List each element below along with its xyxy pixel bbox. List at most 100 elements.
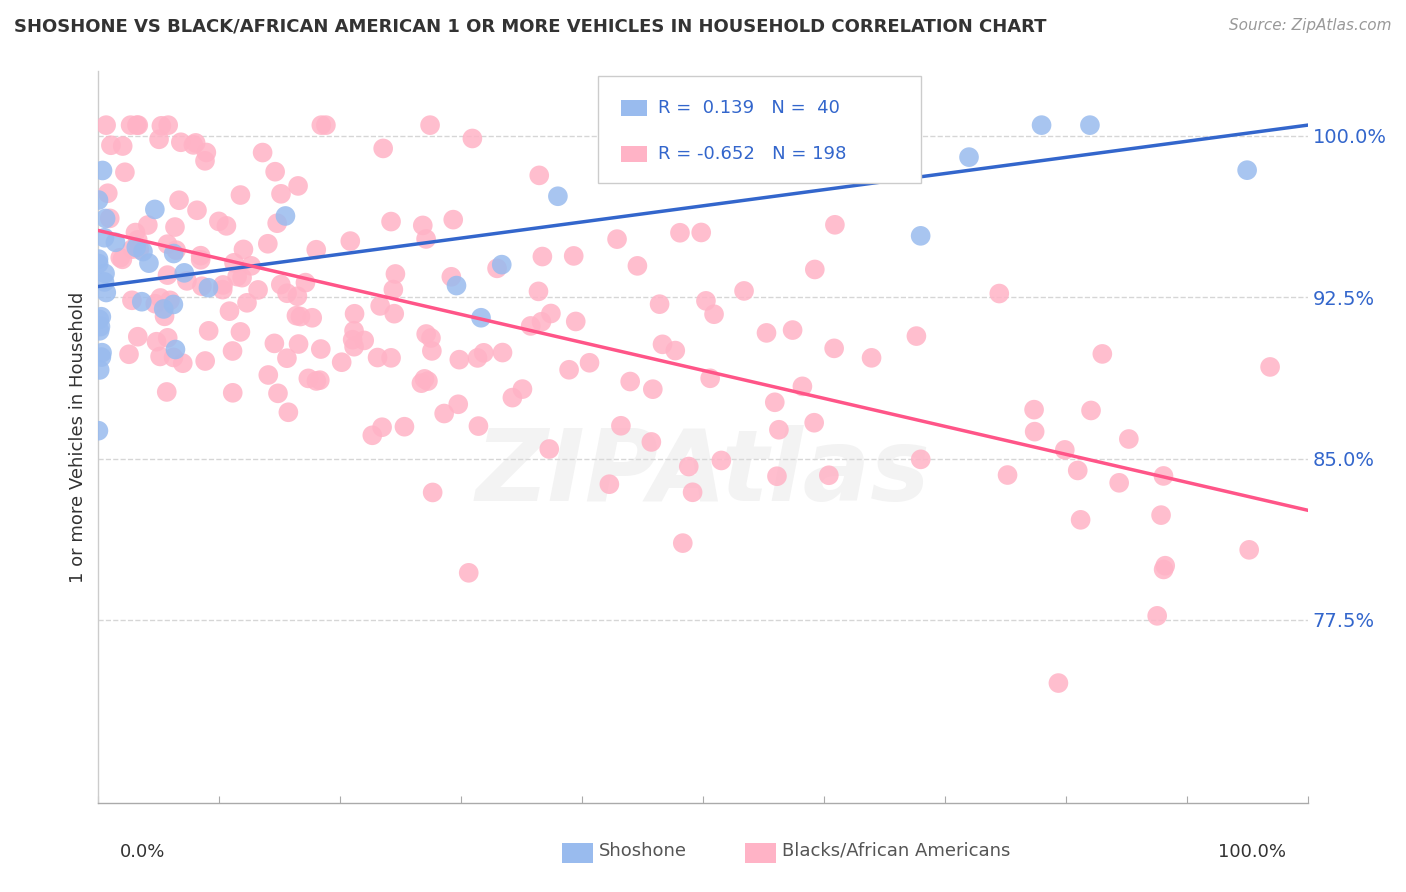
Point xyxy=(564,314,586,328)
Point xyxy=(93,231,115,245)
Point xyxy=(305,374,328,388)
Point xyxy=(127,118,149,132)
Point xyxy=(87,193,110,207)
Point xyxy=(97,186,120,201)
Point xyxy=(519,318,541,333)
Point xyxy=(190,252,212,267)
Point xyxy=(184,136,207,150)
Point xyxy=(212,277,235,292)
Point xyxy=(93,275,115,289)
Point xyxy=(87,257,110,271)
Point xyxy=(1053,442,1076,457)
Point xyxy=(111,252,134,267)
Point xyxy=(420,343,443,358)
Point xyxy=(343,307,366,321)
Point xyxy=(1024,425,1046,439)
Point xyxy=(264,164,287,178)
Point xyxy=(1154,558,1177,573)
Point xyxy=(1031,118,1053,132)
Point xyxy=(256,236,278,251)
Point xyxy=(191,279,214,293)
Point xyxy=(124,226,146,240)
Point xyxy=(149,291,172,305)
Point xyxy=(695,293,717,308)
Point xyxy=(1236,163,1258,178)
Point xyxy=(111,139,134,153)
Point xyxy=(446,278,468,293)
Point xyxy=(125,240,148,254)
Point xyxy=(148,132,170,146)
Point xyxy=(252,145,274,160)
Point xyxy=(1146,608,1168,623)
Point xyxy=(1108,475,1130,490)
Point xyxy=(1091,347,1114,361)
Point xyxy=(211,283,233,297)
Point xyxy=(156,331,179,345)
Point xyxy=(1078,118,1101,132)
Point xyxy=(1070,513,1092,527)
Point xyxy=(91,163,114,178)
Point xyxy=(308,373,330,387)
Point xyxy=(222,256,245,270)
Point xyxy=(266,216,288,230)
Point xyxy=(558,363,581,377)
Point xyxy=(226,269,249,284)
Point xyxy=(114,165,136,179)
Point xyxy=(121,293,143,308)
Point xyxy=(229,188,252,202)
Point xyxy=(860,351,883,365)
Point xyxy=(619,375,641,389)
Point xyxy=(89,312,111,326)
Point xyxy=(136,218,159,232)
Point xyxy=(118,347,141,361)
Point xyxy=(163,246,186,260)
Point xyxy=(1153,562,1175,576)
Point xyxy=(127,233,149,247)
Point xyxy=(149,350,172,364)
Point xyxy=(752,161,775,176)
Point xyxy=(236,295,259,310)
Point xyxy=(152,301,174,316)
Point xyxy=(547,189,569,203)
Point xyxy=(128,243,150,257)
Point xyxy=(1258,359,1281,374)
Point xyxy=(127,329,149,343)
Point xyxy=(143,297,166,311)
Point xyxy=(162,351,184,365)
Point xyxy=(330,355,353,369)
Point xyxy=(297,371,319,385)
Point xyxy=(121,242,143,256)
Point xyxy=(461,131,484,145)
Point xyxy=(598,477,620,491)
Point xyxy=(411,376,433,391)
Point xyxy=(766,469,789,483)
Point xyxy=(422,485,444,500)
Point xyxy=(87,424,110,438)
Point xyxy=(194,153,217,168)
Point xyxy=(270,277,292,292)
Point xyxy=(710,453,733,467)
Point xyxy=(824,218,846,232)
Point xyxy=(315,118,337,132)
Point xyxy=(89,319,111,334)
Point xyxy=(110,251,132,265)
Point xyxy=(440,269,463,284)
Point xyxy=(703,307,725,321)
Point xyxy=(803,416,825,430)
Point xyxy=(163,220,186,235)
Point xyxy=(153,310,176,324)
Point xyxy=(274,209,297,223)
Point xyxy=(165,243,187,257)
Point xyxy=(651,165,673,179)
Point xyxy=(1150,508,1173,522)
Point xyxy=(156,268,179,282)
Point xyxy=(472,346,495,360)
Point xyxy=(988,286,1011,301)
Point xyxy=(294,276,316,290)
Point xyxy=(186,203,208,218)
Point xyxy=(641,382,664,396)
Point xyxy=(562,249,585,263)
Point xyxy=(353,334,375,348)
Point xyxy=(145,334,167,349)
Point xyxy=(104,235,127,250)
